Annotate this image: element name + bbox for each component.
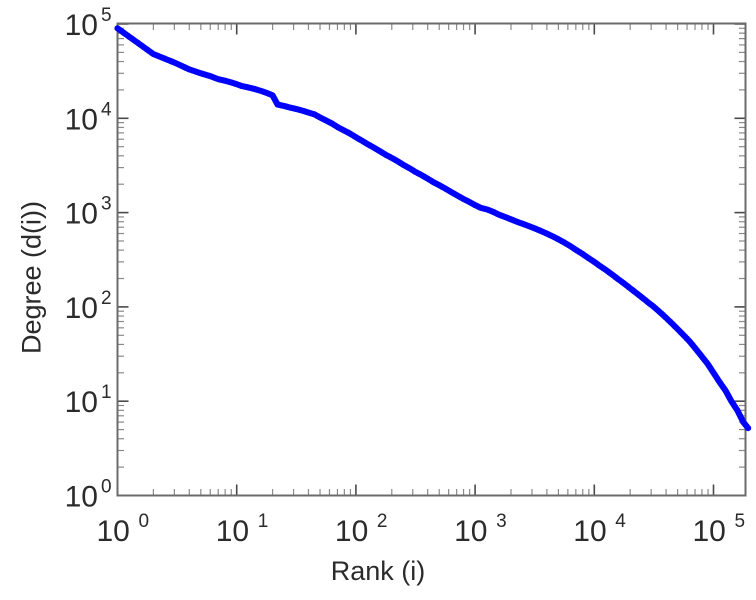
svg-text:10: 10	[693, 515, 726, 548]
svg-text:2: 2	[377, 511, 388, 532]
svg-text:10: 10	[65, 386, 98, 419]
x-tick-label: 10 0	[97, 511, 150, 548]
svg-text:4: 4	[615, 511, 626, 532]
svg-text:1: 1	[258, 511, 269, 532]
svg-text:0: 0	[101, 477, 112, 498]
x-tick-label: 10 3	[454, 511, 507, 548]
data-series-degree-rank	[114, 25, 752, 432]
svg-text:3: 3	[496, 511, 507, 532]
svg-text:5: 5	[735, 511, 746, 532]
data-point	[744, 424, 752, 432]
y-tick-label: 10 3	[65, 194, 112, 231]
svg-text:10: 10	[65, 103, 98, 136]
svg-text:2: 2	[101, 288, 112, 309]
svg-text:10: 10	[97, 515, 130, 548]
x-axis-label: Rank (i)	[330, 556, 426, 586]
svg-text:10: 10	[65, 292, 98, 325]
svg-text:3: 3	[101, 194, 112, 215]
plot-border	[116, 22, 747, 497]
axes-frame	[116, 22, 747, 497]
minor-tick-marks	[117, 23, 746, 496]
y-tick-label: 10 2	[65, 288, 112, 325]
x-tick-label: 10 1	[216, 511, 269, 548]
svg-text:4: 4	[101, 99, 112, 120]
y-tick-label: 10 5	[65, 5, 112, 42]
svg-text:10: 10	[65, 481, 98, 514]
y-tick-label: 10 1	[65, 382, 112, 419]
svg-text:10: 10	[65, 198, 98, 231]
svg-text:10: 10	[454, 515, 487, 548]
svg-text:10: 10	[573, 515, 606, 548]
y-tick-label: 10 4	[65, 99, 112, 136]
y-tick-label: 10 0	[65, 477, 112, 514]
svg-text:10: 10	[216, 515, 249, 548]
svg-text:10: 10	[335, 515, 368, 548]
x-tick-labels: 10 0 10 1 10 2 10 3 10 4 10 5	[97, 511, 746, 548]
svg-text:0: 0	[139, 511, 150, 532]
x-tick-label: 10 2	[335, 511, 388, 548]
y-axis-label: Degree (d(i))	[16, 200, 47, 355]
svg-text:10: 10	[65, 9, 98, 42]
x-tick-label: 10 5	[693, 511, 746, 548]
x-tick-label: 10 4	[573, 511, 626, 548]
svg-text:5: 5	[101, 5, 112, 26]
svg-text:1: 1	[101, 382, 112, 403]
